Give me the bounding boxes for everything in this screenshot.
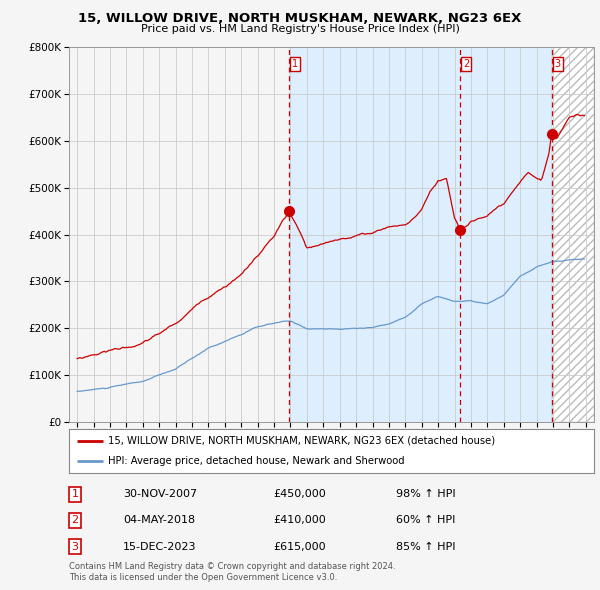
Text: This data is licensed under the Open Government Licence v3.0.: This data is licensed under the Open Gov… bbox=[69, 573, 337, 582]
Text: 2: 2 bbox=[71, 516, 79, 525]
Text: 04-MAY-2018: 04-MAY-2018 bbox=[123, 516, 195, 525]
Text: 2: 2 bbox=[463, 59, 469, 69]
Text: 15-DEC-2023: 15-DEC-2023 bbox=[123, 542, 197, 552]
Text: HPI: Average price, detached house, Newark and Sherwood: HPI: Average price, detached house, Newa… bbox=[109, 456, 405, 466]
Text: Contains HM Land Registry data © Crown copyright and database right 2024.: Contains HM Land Registry data © Crown c… bbox=[69, 562, 395, 571]
Text: £410,000: £410,000 bbox=[273, 516, 326, 525]
Text: 15, WILLOW DRIVE, NORTH MUSKHAM, NEWARK, NG23 6EX (detached house): 15, WILLOW DRIVE, NORTH MUSKHAM, NEWARK,… bbox=[109, 436, 496, 446]
Text: 3: 3 bbox=[71, 542, 79, 552]
Text: 98% ↑ HPI: 98% ↑ HPI bbox=[396, 490, 455, 499]
Text: 1: 1 bbox=[292, 59, 298, 69]
Text: 15, WILLOW DRIVE, NORTH MUSKHAM, NEWARK, NG23 6EX: 15, WILLOW DRIVE, NORTH MUSKHAM, NEWARK,… bbox=[79, 12, 521, 25]
Bar bbox=[289, 47, 553, 422]
Bar bbox=[69, 47, 289, 422]
Text: £450,000: £450,000 bbox=[273, 490, 326, 499]
Bar bbox=[553, 47, 594, 422]
Text: £615,000: £615,000 bbox=[273, 542, 326, 552]
Text: Price paid vs. HM Land Registry's House Price Index (HPI): Price paid vs. HM Land Registry's House … bbox=[140, 24, 460, 34]
Text: 60% ↑ HPI: 60% ↑ HPI bbox=[396, 516, 455, 525]
Text: 3: 3 bbox=[555, 59, 561, 69]
Text: 1: 1 bbox=[71, 490, 79, 499]
Text: 30-NOV-2007: 30-NOV-2007 bbox=[123, 490, 197, 499]
Text: 85% ↑ HPI: 85% ↑ HPI bbox=[396, 542, 455, 552]
